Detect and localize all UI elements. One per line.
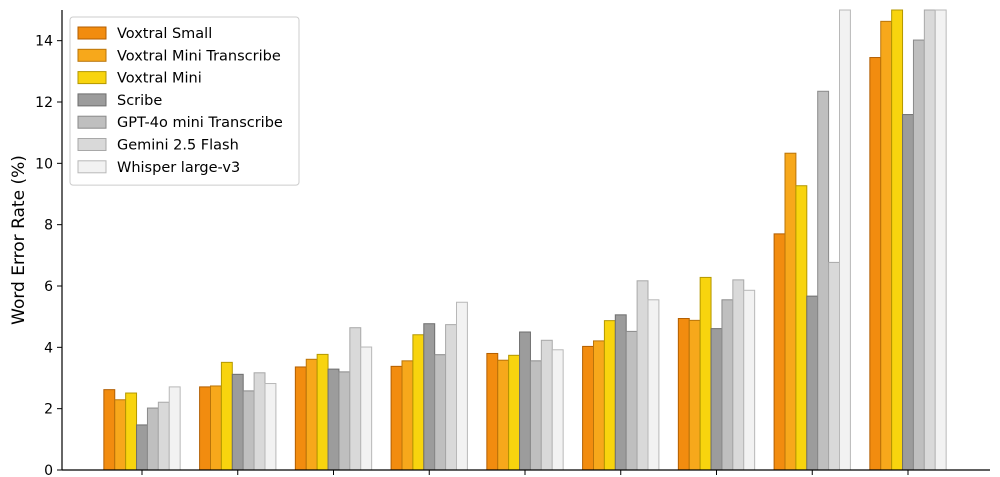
y-tick-label: 14 xyxy=(35,34,53,50)
bar-voxtral-mini-transcribe-group-1 xyxy=(114,399,127,471)
bar-voxtral-mini-group-6 xyxy=(603,320,616,471)
bar-whisper-large-v3-group-7 xyxy=(743,289,756,471)
bar-voxtral-mini-transcribe-group-5 xyxy=(497,359,510,471)
bar-gemini-2-5-flash-group-4 xyxy=(445,324,458,471)
bar-gpt-4o-mini-transcribe-group-5 xyxy=(529,360,542,471)
bar-gemini-2-5-flash-group-2 xyxy=(253,372,266,471)
bar-voxtral-mini-transcribe-group-4 xyxy=(401,360,414,471)
y-tick-label: 10 xyxy=(35,156,53,172)
bar-voxtral-mini-group-8 xyxy=(795,185,808,471)
bar-gpt-4o-mini-transcribe-group-6 xyxy=(625,330,638,471)
legend-swatch xyxy=(77,138,107,151)
bar-voxtral-mini-group-5 xyxy=(508,354,521,471)
bar-voxtral-small-group-3 xyxy=(294,366,307,471)
legend-swatch xyxy=(77,115,107,129)
bar-gemini-2-5-flash-group-7 xyxy=(732,279,745,471)
legend: Voxtral Small Voxtral Mini Transcribe Voxt… xyxy=(69,16,300,186)
y-tick-label: 0 xyxy=(44,463,53,477)
bar-gemini-2-5-flash-group-8 xyxy=(828,261,840,471)
legend-frame xyxy=(69,16,300,186)
legend-label: Voxtral Small xyxy=(117,26,212,42)
bar-voxtral-small-group-5 xyxy=(486,352,499,471)
bar-voxtral-mini-transcribe-group-7 xyxy=(688,319,701,471)
bar-voxtral-mini-group-1 xyxy=(125,392,138,471)
bar-voxtral-mini-group-2 xyxy=(220,361,233,471)
bar-scribe-group-5 xyxy=(519,331,531,471)
bar-voxtral-mini-transcribe-group-8 xyxy=(784,152,797,471)
legend-label: Gemini 2.5 Flash xyxy=(117,138,239,154)
bar-whisper-large-v3-group-4 xyxy=(456,301,468,471)
bar-gpt-4o-mini-transcribe-group-2 xyxy=(242,390,255,471)
bar-gpt-4o-mini-transcribe-group-3 xyxy=(338,371,351,471)
y-tick-label: 8 xyxy=(44,218,53,234)
legend-swatch xyxy=(77,93,107,107)
legend-swatch xyxy=(77,48,107,62)
bar-voxtral-mini-transcribe-group-6 xyxy=(593,340,605,471)
bar-scribe-group-1 xyxy=(136,424,148,471)
y-tick-label: 12 xyxy=(35,95,53,111)
bar-voxtral-mini-group-3 xyxy=(316,353,329,471)
bar-gemini-2-5-flash-group-9 xyxy=(923,9,936,471)
legend-swatch xyxy=(77,26,107,40)
bar-voxtral-mini-transcribe-group-2 xyxy=(210,385,222,471)
bar-gpt-4o-mini-transcribe-group-9 xyxy=(912,39,925,471)
legend-label: GPT-4o mini Transcribe xyxy=(117,115,283,131)
bar-voxtral-small-group-9 xyxy=(869,57,882,471)
bar-whisper-large-v3-group-2 xyxy=(264,383,277,471)
bar-scribe-group-2 xyxy=(231,373,244,471)
bar-gemini-2-5-flash-group-6 xyxy=(636,280,649,471)
bar-scribe-group-6 xyxy=(614,314,627,471)
y-tick-label: 2 xyxy=(44,402,53,418)
bar-scribe-group-3 xyxy=(327,368,340,471)
bar-voxtral-mini-group-4 xyxy=(412,334,425,471)
bar-voxtral-small-group-1 xyxy=(103,389,116,471)
bar-whisper-large-v3-group-9 xyxy=(934,9,947,471)
y-axis-label: Word Error Rate (%) xyxy=(9,155,29,325)
bar-gemini-2-5-flash-group-5 xyxy=(540,339,553,471)
bar-scribe-group-4 xyxy=(423,323,436,471)
bar-gpt-4o-mini-transcribe-group-1 xyxy=(146,407,159,471)
legend-swatch xyxy=(77,71,107,85)
bar-voxtral-small-group-4 xyxy=(390,365,403,471)
bar-voxtral-mini-transcribe-group-9 xyxy=(880,20,893,471)
bar-scribe-group-8 xyxy=(806,295,819,471)
y-tick-label: 6 xyxy=(44,279,53,295)
bar-voxtral-small-group-7 xyxy=(677,318,690,471)
bar-voxtral-small-group-2 xyxy=(199,386,212,471)
bar-voxtral-small-group-6 xyxy=(582,345,594,471)
bars-group xyxy=(103,9,947,471)
bar-gpt-4o-mini-transcribe-group-7 xyxy=(721,299,734,471)
legend-label: Voxtral Mini xyxy=(117,71,202,87)
legend-label: Whisper large-v3 xyxy=(117,160,240,176)
bar-gemini-2-5-flash-group-3 xyxy=(349,327,362,471)
legend-label: Scribe xyxy=(117,93,162,109)
bar-gpt-4o-mini-transcribe-group-4 xyxy=(434,354,447,471)
bar-scribe-group-9 xyxy=(902,114,914,471)
bar-whisper-large-v3-group-5 xyxy=(551,349,564,471)
bar-gemini-2-5-flash-group-1 xyxy=(157,401,170,471)
bar-voxtral-mini-group-7 xyxy=(699,276,712,471)
bar-gpt-4o-mini-transcribe-group-8 xyxy=(817,90,830,471)
bar-whisper-large-v3-group-3 xyxy=(360,346,373,471)
y-tick-label: 4 xyxy=(44,340,53,356)
bar-whisper-large-v3-group-8 xyxy=(839,9,851,471)
axes-group: 0 2 4 6 8 10 12 14 xyxy=(35,10,990,477)
bar-voxtral-mini-transcribe-group-3 xyxy=(305,358,318,471)
bar-whisper-large-v3-group-6 xyxy=(647,299,660,471)
bar-whisper-large-v3-group-1 xyxy=(168,386,181,471)
legend-label: Voxtral Mini Transcribe xyxy=(117,48,281,64)
bar-scribe-group-7 xyxy=(710,328,723,471)
legend-swatch xyxy=(77,160,107,174)
bar-voxtral-mini-group-9 xyxy=(891,9,904,471)
bar-voxtral-small-group-8 xyxy=(773,233,786,471)
